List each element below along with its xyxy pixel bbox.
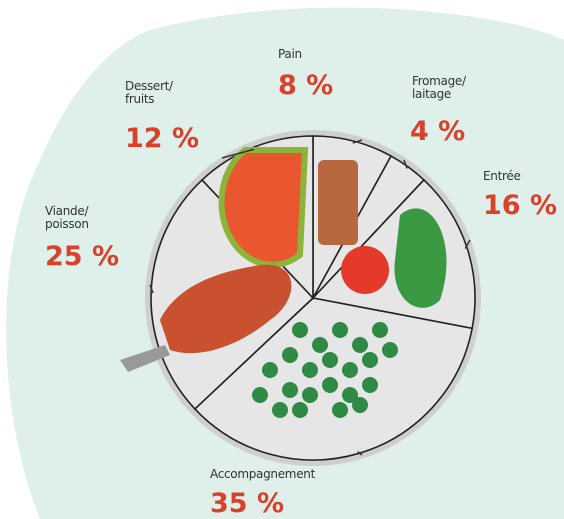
leader-line xyxy=(149,284,154,294)
pea xyxy=(352,337,368,353)
leader-line xyxy=(352,139,363,144)
pea xyxy=(362,377,378,393)
pea xyxy=(252,387,268,403)
leader-line xyxy=(221,148,255,159)
pea xyxy=(312,337,328,353)
pea xyxy=(342,387,358,403)
category-label: Fromage/ laitage xyxy=(412,74,466,101)
pea xyxy=(352,397,368,413)
pea xyxy=(282,347,298,363)
value-label: 12 % xyxy=(125,123,200,154)
value-label: 35 % xyxy=(210,488,285,519)
watermelon xyxy=(218,147,309,268)
category-label: Entrée xyxy=(483,169,521,183)
pea xyxy=(332,402,348,418)
pea xyxy=(282,382,298,398)
spinach xyxy=(394,208,447,308)
pea xyxy=(292,402,308,418)
value-label: 25 % xyxy=(45,241,120,272)
category-label: Pain xyxy=(278,47,302,61)
pea xyxy=(262,362,278,378)
value-label: 4 % xyxy=(410,116,466,147)
leader-line xyxy=(403,159,408,169)
pea xyxy=(372,322,388,338)
value-label: 16 % xyxy=(483,190,558,221)
pea xyxy=(302,387,318,403)
pea xyxy=(272,402,288,418)
category-label: Viande/ poisson xyxy=(45,204,89,231)
meat xyxy=(160,264,292,354)
category-label: Dessert/ fruits xyxy=(125,79,173,106)
pea xyxy=(332,322,348,338)
pea xyxy=(302,362,318,378)
category-label: Accompagnement xyxy=(210,467,315,481)
pea xyxy=(292,322,308,338)
leader-line xyxy=(464,239,471,249)
pea xyxy=(342,362,358,378)
leaders xyxy=(149,139,471,456)
pea xyxy=(382,342,398,358)
leader-line xyxy=(357,451,363,456)
pea xyxy=(322,352,338,368)
bread xyxy=(318,160,358,245)
bone xyxy=(120,345,170,372)
pea xyxy=(322,377,338,393)
decor xyxy=(120,147,447,418)
pea xyxy=(362,352,378,368)
tomato xyxy=(341,246,389,294)
value-label: 8 % xyxy=(278,70,334,101)
